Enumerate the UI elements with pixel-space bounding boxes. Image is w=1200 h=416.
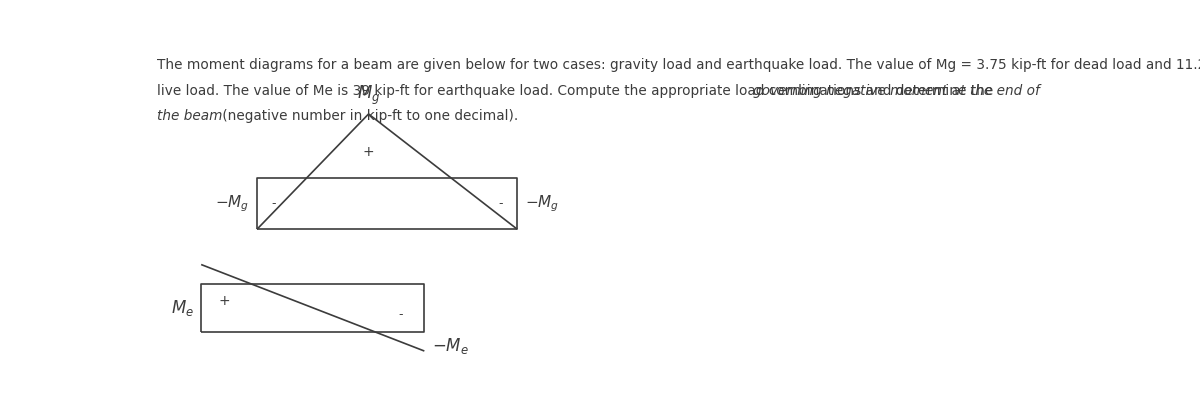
- Text: governing negative moment at the end of: governing negative moment at the end of: [752, 84, 1039, 98]
- Text: the beam: the beam: [157, 109, 223, 123]
- Text: $-M_g$: $-M_g$: [215, 193, 250, 214]
- Text: +: +: [218, 295, 230, 308]
- Text: -: -: [498, 197, 503, 210]
- Text: The moment diagrams for a beam are given below for two cases: gravity load and e: The moment diagrams for a beam are given…: [157, 58, 1200, 72]
- Text: -: -: [398, 308, 403, 321]
- Text: -: -: [271, 197, 276, 210]
- Text: (negative number in kip-ft to one decimal).: (negative number in kip-ft to one decima…: [218, 109, 518, 123]
- Text: $M_g$: $M_g$: [356, 84, 380, 107]
- Text: $M_e$: $M_e$: [170, 298, 193, 318]
- Text: $-M_e$: $-M_e$: [432, 336, 469, 356]
- Text: live load. The value of Me is 39 kip-ft for earthquake load. Compute the appropr: live load. The value of Me is 39 kip-ft …: [157, 84, 998, 98]
- Text: +: +: [362, 146, 374, 159]
- Text: $-M_g$: $-M_g$: [524, 193, 559, 214]
